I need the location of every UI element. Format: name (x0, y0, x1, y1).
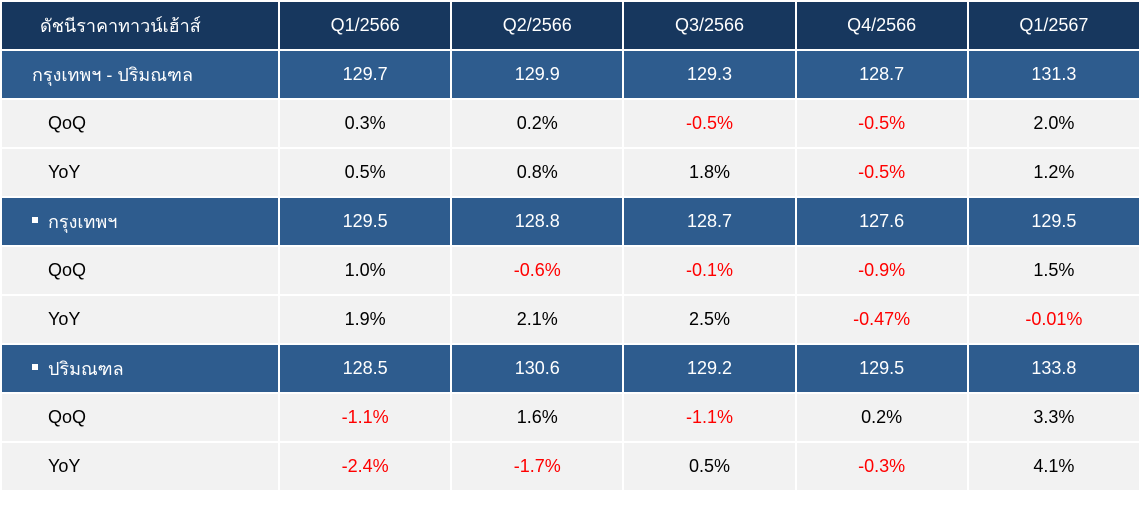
qoq-value: 0.2% (796, 394, 967, 441)
qoq-row: QoQ 0.3% 0.2% -0.5% -0.5% 2.0% (2, 100, 1139, 147)
yoy-value: 2.5% (624, 296, 795, 343)
yoy-row: YoY 1.9% 2.1% 2.5% -0.47% -0.01% (2, 296, 1139, 343)
qoq-value: 1.0% (280, 247, 451, 294)
header-quarter: Q3/2566 (624, 2, 795, 49)
yoy-value: -0.01% (968, 296, 1139, 343)
index-value: 128.7 (624, 198, 795, 245)
index-value: 131.3 (968, 51, 1139, 98)
section-label: กรุงเทพฯ (2, 198, 278, 245)
qoq-label: QoQ (2, 100, 278, 147)
index-value: 129.9 (452, 51, 623, 98)
index-value: 128.7 (796, 51, 967, 98)
index-value: 133.8 (968, 345, 1139, 392)
header-quarter: Q1/2566 (280, 2, 451, 49)
bullet-square-icon (32, 217, 38, 224)
section-label: ปริมณฑล (2, 345, 278, 392)
qoq-value: -0.6% (452, 247, 623, 294)
qoq-value: -0.5% (624, 100, 795, 147)
yoy-value: 1.8% (624, 149, 795, 196)
qoq-label: QoQ (2, 247, 278, 294)
index-value: 129.7 (280, 51, 451, 98)
yoy-label: YoY (2, 296, 278, 343)
header-quarter: Q4/2566 (796, 2, 967, 49)
yoy-label: YoY (2, 149, 278, 196)
index-value: 130.6 (452, 345, 623, 392)
qoq-value: 0.3% (280, 100, 451, 147)
header-quarter: Q1/2567 (968, 2, 1139, 49)
index-value: 128.5 (280, 345, 451, 392)
index-value: 129.2 (624, 345, 795, 392)
townhouse-price-index-table: ดัชนีราคาทาวน์เฮ้าส์ Q1/2566 Q2/2566 Q3/… (2, 2, 1139, 490)
section-label: กรุงเทพฯ - ปริมณฑล (2, 51, 278, 98)
yoy-row: YoY -2.4% -1.7% 0.5% -0.3% 4.1% (2, 443, 1139, 490)
section-row: กรุงเทพฯ - ปริมณฑล 129.7 129.9 129.3 128.7 13… (2, 51, 1139, 98)
yoy-value: 2.1% (452, 296, 623, 343)
yoy-value: -0.47% (796, 296, 967, 343)
header-label: ดัชนีราคาทาวน์เฮ้าส์ (2, 2, 278, 49)
qoq-value: 0.2% (452, 100, 623, 147)
index-value: 128.8 (452, 198, 623, 245)
yoy-value: 0.5% (624, 443, 795, 490)
index-value: 129.3 (624, 51, 795, 98)
qoq-value: 1.6% (452, 394, 623, 441)
bullet-square-icon (32, 364, 38, 371)
yoy-value: 0.5% (280, 149, 451, 196)
qoq-value: -0.1% (624, 247, 795, 294)
yoy-value: -0.3% (796, 443, 967, 490)
qoq-value: 3.3% (968, 394, 1139, 441)
qoq-value: -0.5% (796, 100, 967, 147)
index-value: 129.5 (968, 198, 1139, 245)
yoy-value: -0.5% (796, 149, 967, 196)
yoy-value: 0.8% (452, 149, 623, 196)
yoy-value: 1.2% (968, 149, 1139, 196)
yoy-value: -2.4% (280, 443, 451, 490)
yoy-label: YoY (2, 443, 278, 490)
header-row: ดัชนีราคาทาวน์เฮ้าส์ Q1/2566 Q2/2566 Q3/… (2, 2, 1139, 49)
section-row: ปริมณฑล 128.5 130.6 129.2 129.5 133.8 (2, 345, 1139, 392)
yoy-value: 1.9% (280, 296, 451, 343)
yoy-value: -1.7% (452, 443, 623, 490)
qoq-value: -1.1% (280, 394, 451, 441)
yoy-row: YoY 0.5% 0.8% 1.8% -0.5% 1.2% (2, 149, 1139, 196)
qoq-row: QoQ 1.0% -0.6% -0.1% -0.9% 1.5% (2, 247, 1139, 294)
section-label-text: กรุงเทพฯ (48, 212, 118, 232)
yoy-value: 4.1% (968, 443, 1139, 490)
index-value: 129.5 (280, 198, 451, 245)
section-label-text: กรุงเทพฯ - ปริมณฑล (32, 65, 193, 85)
qoq-value: -0.9% (796, 247, 967, 294)
section-row: กรุงเทพฯ 129.5 128.8 128.7 127.6 129.5 (2, 198, 1139, 245)
qoq-value: 2.0% (968, 100, 1139, 147)
header-quarter: Q2/2566 (452, 2, 623, 49)
index-value: 129.5 (796, 345, 967, 392)
qoq-row: QoQ -1.1% 1.6% -1.1% 0.2% 3.3% (2, 394, 1139, 441)
qoq-label: QoQ (2, 394, 278, 441)
qoq-value: -1.1% (624, 394, 795, 441)
section-label-text: ปริมณฑล (48, 359, 124, 379)
index-value: 127.6 (796, 198, 967, 245)
qoq-value: 1.5% (968, 247, 1139, 294)
